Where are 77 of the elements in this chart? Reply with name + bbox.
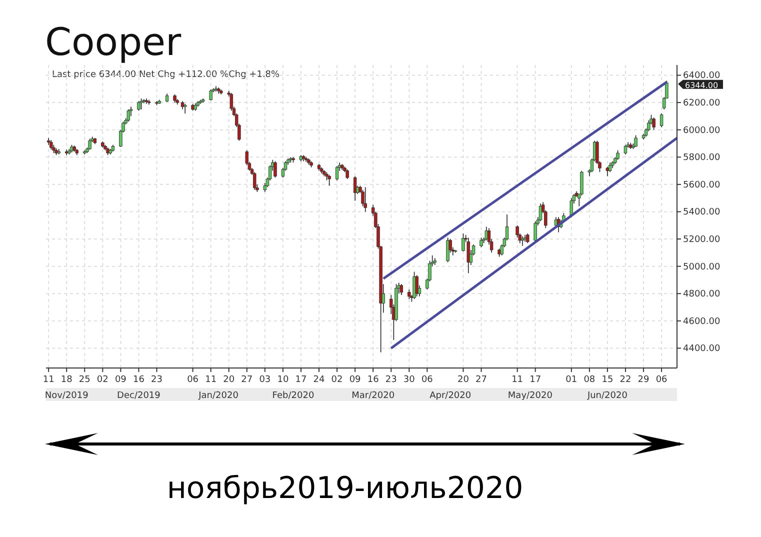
y-tick-label: 5000.00	[683, 262, 720, 272]
x-tick-label: 09	[114, 375, 127, 385]
y-tick-label: 5200.00	[683, 235, 720, 246]
x-tick-label: 29	[638, 375, 650, 385]
x-tick-label: 01	[566, 375, 578, 385]
text: ноябрь2019-июль2020	[166, 471, 524, 506]
chart-title: Cooper	[45, 20, 182, 64]
x-tick-label: 24	[313, 375, 326, 385]
y-tick-label: 4600.00	[683, 316, 720, 327]
candlestick	[364, 186, 367, 212]
candlestick	[480, 237, 483, 248]
x-tick-label: 10	[277, 375, 289, 385]
y-tick-label: 5800.00	[683, 153, 720, 164]
candlestick	[46, 138, 50, 146]
x-tick-label: 18	[60, 375, 73, 385]
x2-tick-label: Mar/2020	[352, 391, 395, 401]
x2-tick-label: Nov/2019	[44, 391, 89, 401]
candlestick	[534, 220, 537, 242]
candlestick	[209, 89, 212, 101]
candlestick	[50, 140, 53, 150]
candlestick	[415, 274, 418, 297]
candlestick	[346, 169, 349, 180]
x2-tick-label: Jan/2020	[198, 391, 239, 401]
x-tick-label: 23	[151, 375, 162, 385]
candlestick	[624, 144, 628, 155]
x-tick-label: 09	[349, 375, 362, 385]
x-tick-label: 06	[187, 375, 199, 385]
candlestick	[526, 233, 530, 244]
candlestick	[616, 150, 620, 160]
x-tick-label: 20	[458, 375, 470, 385]
candlestick	[484, 226, 488, 241]
candlestick	[523, 234, 527, 242]
y-tick-label: 6000.00	[683, 126, 720, 136]
x-tick-label: 27	[476, 375, 487, 385]
x-tick-label: 03	[259, 375, 271, 385]
x-tick-label: 27	[241, 375, 253, 385]
y-tick-label: 6400.00	[683, 71, 720, 82]
x-tick-label: 17	[530, 375, 542, 385]
x-tick-label: 16	[132, 375, 145, 385]
x2-tick-label: Jun/2020	[586, 391, 628, 401]
candlestick	[660, 113, 664, 128]
x-tick-label: 16	[367, 375, 380, 385]
x-tick-label: 02	[96, 375, 108, 385]
x-tick-label: 02	[331, 375, 343, 385]
candlestick	[433, 258, 436, 266]
x-tick-label: 11	[512, 375, 524, 385]
candlestick	[520, 236, 524, 246]
x-tick-label: 17	[295, 375, 307, 385]
candlestick	[328, 174, 331, 186]
x-tick-label: 15	[602, 375, 614, 385]
y-tick-label: 6200.00	[683, 98, 720, 109]
x-tick-label: 08	[584, 375, 596, 385]
y-tick-label: 4400.00	[683, 344, 720, 354]
y-tick-label: 4800.00	[683, 290, 720, 300]
y-tick-label: 5600.00	[683, 180, 720, 190]
x2-tick-label: Feb/2020	[272, 391, 314, 401]
x-tick-label: 11	[42, 375, 54, 385]
candlestick	[126, 108, 130, 122]
x-tick-label: 06	[656, 375, 668, 385]
y-tick-label: 5400.00	[683, 208, 720, 218]
x-tick-label: 11	[205, 375, 217, 385]
x2-tick-label: Apr/2020	[430, 391, 472, 401]
x-tick-label: 25	[78, 375, 90, 385]
x2-tick-label: May/2020	[508, 391, 553, 401]
x-tick-label: 06	[421, 375, 434, 385]
candlestick	[137, 100, 140, 112]
candlestick	[353, 176, 357, 202]
x-tick-label: 20	[223, 375, 235, 385]
candlestick	[253, 172, 256, 190]
x2-tick-label: Dec/2019	[117, 391, 161, 401]
text: 6344.00	[685, 80, 718, 90]
x-tick-label: 30	[403, 375, 416, 385]
candlestick	[608, 162, 612, 173]
candlestick	[183, 104, 187, 114]
x-tick-label: 22	[620, 375, 632, 385]
x-tick-label: 23	[385, 375, 397, 385]
candlestick	[606, 166, 610, 177]
